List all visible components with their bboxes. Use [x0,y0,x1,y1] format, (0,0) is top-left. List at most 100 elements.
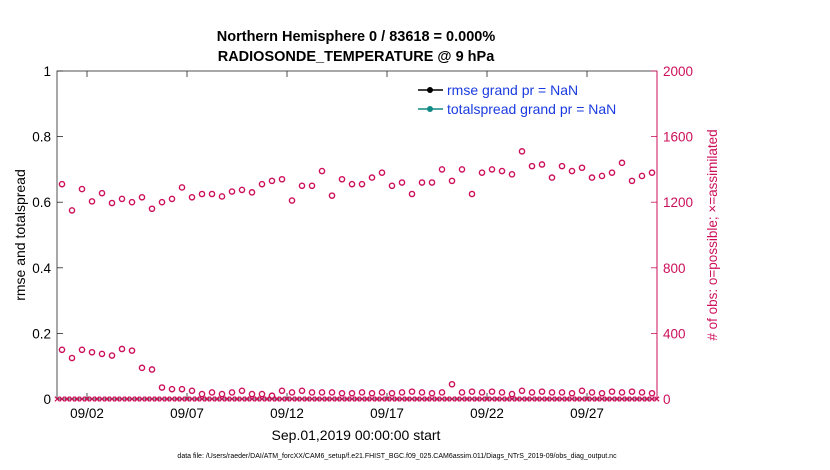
possible-obs-point [528,162,536,170]
possible-obs-point [578,164,586,172]
possible-obs-point [458,166,466,173]
right-tick-label: 1200 [663,195,693,210]
assimilated-obs-point [484,396,490,402]
assimilated-obs-point [344,396,350,402]
possible-obs-point [88,348,96,356]
assimilated-obs-point [514,396,520,402]
assimilated-obs-point [354,396,360,402]
possible-obs-point [338,389,346,397]
x-tick-label: 09/02 [70,406,104,421]
possible-obs-point [488,166,496,173]
possible-obs-point [448,177,456,185]
assimilated-obs-point [564,396,570,402]
right-tick-label: 400 [663,326,686,341]
assimilated-obs-point [439,396,445,402]
possible-obs-point [128,198,136,206]
assimilated-obs-point [94,396,100,402]
possible-obs-point [118,345,126,353]
assimilated-obs-point [199,396,205,402]
possible-obs-point [228,188,236,195]
possible-obs-point [468,388,476,395]
left-tick-label: 0 [43,392,51,407]
possible-obs-point [358,389,366,396]
assimilated-obs-point [329,396,335,402]
possible-obs-point [478,169,486,176]
assimilated-obs-point [54,396,60,402]
assimilated-obs-point [509,396,515,402]
assimilated-obs-point [339,396,345,402]
possible-obs-point [268,177,276,185]
possible-obs-point [408,388,416,395]
assimilated-obs-series [54,396,660,402]
possible-obs-point [388,389,396,397]
assimilated-obs-point [149,396,155,402]
possible-obs-point [428,389,436,397]
plot-area [56,70,658,400]
assimilated-obs-point [579,396,585,402]
possible-obs-point [498,389,506,396]
assimilated-obs-point [109,396,115,402]
possible-obs-point [228,389,236,396]
assimilated-obs-point [444,396,450,402]
legend: rmse grand pr = NaN totalspread grand pr… [418,82,616,117]
possible-obs-point [588,174,596,181]
possible-obs-point [338,175,346,183]
assimilated-obs-point [289,396,295,402]
possible-obs-point [378,169,386,176]
assimilated-obs-point [404,396,410,402]
possible-obs-point [248,390,256,398]
assimilated-obs-point [169,396,175,402]
assimilated-obs-point [629,396,635,402]
assimilated-obs-point [494,396,500,402]
possible-obs-point [568,389,576,397]
possible-obs-point [398,389,406,396]
possible-obs-point [138,193,146,201]
possible-obs-point [368,389,376,397]
assimilated-obs-point [599,396,605,402]
legend-rmse-marker [427,87,433,93]
assimilated-obs-point [314,396,320,402]
possible-obs-point [328,192,336,199]
assimilated-obs-point [424,396,430,402]
possible-obs-point [98,189,106,197]
assimilated-obs-point [534,396,540,402]
assimilated-obs-point [334,396,340,402]
possible-obs-point [288,197,296,204]
possible-obs-point [108,352,116,359]
assimilated-obs-point [204,396,210,402]
possible-obs-point [218,390,226,398]
possible-obs-point [168,385,176,393]
assimilated-obs-point [364,396,370,402]
assimilated-obs-point [144,396,150,402]
possible-obs-point [418,389,426,396]
possible-obs-point [598,172,606,180]
possible-obs-point [288,389,296,396]
possible-obs-point [348,389,356,397]
assimilated-obs-point [129,396,135,402]
x-tick-label: 09/22 [470,406,504,421]
assimilated-obs-point [544,396,550,402]
assimilated-obs-point [504,396,510,402]
assimilated-obs-point [279,396,285,402]
assimilated-obs-point [284,396,290,402]
possible-obs-point [208,389,216,396]
assimilated-obs-point [499,396,505,402]
assimilated-obs-point [134,396,140,402]
possible-obs-point [558,162,566,170]
possible-obs-point [148,205,156,213]
possible-obs-point [608,388,616,395]
assimilated-obs-point [104,396,110,402]
assimilated-obs-point [219,396,225,402]
possible-obs-point [218,193,226,200]
possible-obs-point [528,389,536,396]
assimilated-obs-point [99,396,105,402]
assimilated-obs-point [319,396,325,402]
assimilated-obs-point [644,396,650,402]
assimilated-obs-point [304,396,310,402]
left-axis: 0 0.2 0.4 0.6 0.8 1 [32,64,63,407]
possible-obs-point [508,390,516,398]
possible-obs-point [538,388,546,395]
possible-obs-point [188,387,196,395]
assimilated-obs-point [604,396,610,402]
assimilated-obs-point [454,396,460,402]
